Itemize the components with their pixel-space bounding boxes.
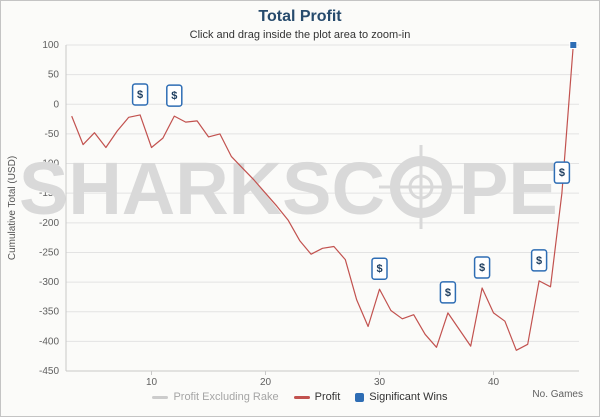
- legend-item-significant-wins[interactable]: Significant Wins: [355, 391, 448, 403]
- sharkscope-watermark: SHARKSC PE: [19, 145, 558, 230]
- watermark-text-left: SHARKSC: [19, 147, 385, 230]
- dollar-icon: $: [445, 287, 451, 299]
- legend: Profit Excluding Rake Profit Significant…: [1, 391, 599, 403]
- significant-win-tag[interactable]: [439, 281, 457, 304]
- dollar-icon: $: [137, 89, 143, 101]
- y-tick-label: -250: [39, 247, 59, 258]
- x-tick-label: 40: [488, 377, 500, 388]
- chart-subtitle: Click and drag inside the plot area to z…: [189, 29, 411, 41]
- y-tick-label: -50: [45, 129, 60, 140]
- series-layer: $ $ $ $ $ $ $: [66, 41, 579, 371]
- plot-area[interactable]: [66, 45, 579, 371]
- profit-line: [71, 44, 574, 351]
- significant-win-tag[interactable]: [553, 161, 571, 184]
- y-tick-label: -200: [39, 218, 59, 229]
- dollar-icon: $: [479, 262, 485, 274]
- y-tick-label: 0: [53, 99, 59, 110]
- watermark-text-right: PE: [459, 147, 558, 230]
- legend-item-profit[interactable]: Profit: [293, 391, 341, 403]
- legend-label-profit-excluding-rake: Profit Excluding Rake: [173, 391, 279, 403]
- y-tick-label: 50: [48, 70, 60, 81]
- legend-label-significant-wins: Significant Wins: [369, 391, 448, 403]
- legend-label-profit: Profit: [314, 391, 341, 403]
- y-tick-label: -350: [39, 307, 59, 318]
- significant-win-tag[interactable]: [371, 257, 388, 280]
- x-tick-label: 30: [374, 377, 386, 388]
- significant-win-tag[interactable]: [166, 84, 183, 107]
- gray-line-swatch-icon: [152, 395, 169, 399]
- y-tick-label: -100: [39, 159, 59, 170]
- significant-win-tag[interactable]: [131, 83, 149, 106]
- y-tick-label: -300: [39, 277, 59, 288]
- red-line-swatch-icon: [293, 395, 310, 399]
- x-axis-title: No. Games: [532, 389, 583, 400]
- y-axis-title: Cumulative Total (USD): [7, 156, 18, 260]
- dollar-icon: $: [559, 167, 565, 179]
- y-tick-label: -450: [39, 366, 59, 377]
- x-tick-label: 20: [260, 377, 272, 388]
- dollar-icon: $: [376, 263, 382, 275]
- significant-win-square-marker[interactable]: [569, 41, 578, 49]
- dollar-icon: $: [536, 255, 542, 267]
- y-tick-label: -400: [39, 336, 59, 347]
- legend-item-profit-excluding-rake[interactable]: Profit Excluding Rake: [152, 391, 279, 403]
- chart-title: Total Profit: [258, 8, 342, 25]
- x-tick-label: 10: [146, 377, 158, 388]
- significant-win-tag[interactable]: [473, 256, 491, 279]
- significant-win-tag[interactable]: [530, 249, 548, 272]
- dollar-icon: $: [171, 90, 177, 102]
- y-tick-label: 100: [42, 40, 59, 51]
- y-tick-label: -150: [39, 188, 59, 199]
- blue-square-swatch-icon: [355, 392, 365, 402]
